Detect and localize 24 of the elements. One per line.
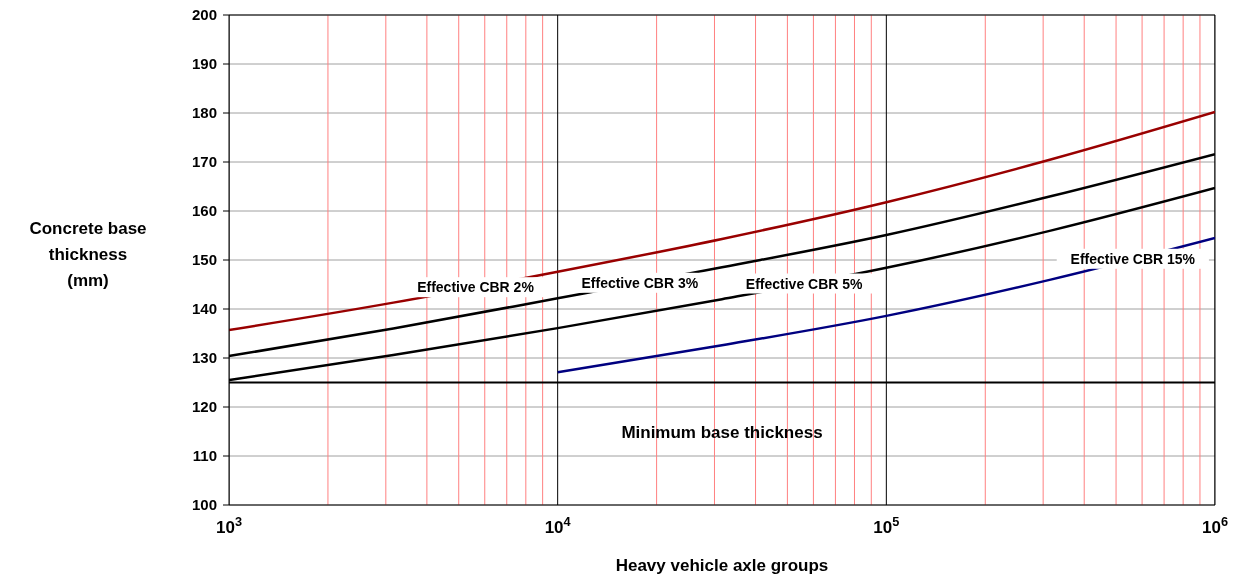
y-tick-label: 180 [191,104,217,121]
x-axis-title: Heavy vehicle axle groups [615,556,829,575]
y-tick-label: 100 [191,496,217,513]
y-tick-label: 160 [191,202,217,219]
x-tick-label: 10$^{3}$ [215,513,243,537]
line-series [556,236,1215,374]
y-axis-title: Concrete base thickness (mm) [29,219,147,290]
ref-line-label: Minimum base thickness [621,422,823,442]
y-tick-label: 190 [191,55,217,72]
x-tick-label: 10$^{5}$ [873,513,900,537]
x-tick-label: 10$^{6}$ [1201,513,1229,537]
y-tick-label: 120 [191,398,217,415]
series-label: Effective CBR 3% [581,274,699,291]
y-tick-label: 150 [191,251,217,268]
series-label: Effective CBR 5% [745,275,864,292]
y-tick-label: 200 [191,6,217,23]
y-tick-label: 110 [192,447,217,464]
line-series [229,110,1215,332]
x-tick-label: 10$^{4}$ [544,513,572,537]
y-tick-label: 130 [191,349,217,366]
y-tick-label: 170 [191,153,217,170]
series-label: Effective CBR 15% [1070,250,1196,267]
series-label: Effective CBR 2% [417,279,535,296]
y-tick-label: 140 [191,300,217,317]
